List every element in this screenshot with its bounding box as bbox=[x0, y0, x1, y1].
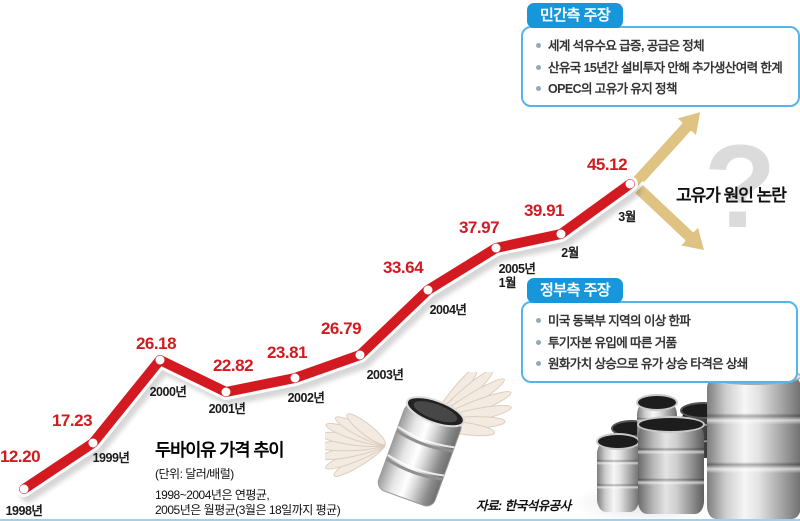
data-point-marker bbox=[290, 373, 300, 383]
unit-label: (단위: 달러/배럴) bbox=[155, 467, 234, 481]
claim-text: OPEC의 고유가 유지 정책 bbox=[548, 82, 677, 96]
oil-barrel bbox=[637, 416, 705, 514]
data-point-marker bbox=[355, 350, 365, 360]
year-label: 1999년 bbox=[92, 451, 130, 465]
value-label: 26.18 bbox=[135, 334, 177, 353]
price-line-layer bbox=[16, 176, 642, 503]
data-point-marker bbox=[491, 243, 501, 253]
year-label: 2000년 bbox=[149, 385, 187, 399]
source-label: 자료: 한국석유공사 bbox=[476, 499, 571, 513]
private-claims-box: 세계 석유수요 급증, 공급은 정체 산유국 15년간 설비투자 안해 추가생산… bbox=[521, 26, 800, 107]
diverging-arrows bbox=[626, 108, 708, 254]
oil-barrel bbox=[706, 368, 800, 519]
government-claims-box: 미국 동북부 지역의 이상 한파 투기자본 유입에 따른 거품 원화가치 상승으… bbox=[521, 301, 798, 383]
government-claims-tab: 정부측 주장 bbox=[527, 278, 624, 303]
footnote-line: 2005년은 월평균(3월은 18일까지 평균) bbox=[155, 503, 341, 517]
private-claims-list: 세계 석유수요 급증, 공급은 정체 산유국 15년간 설비투자 안해 추가생산… bbox=[523, 28, 798, 101]
claim-item: 투기자본 유입에 따른 거품 bbox=[536, 333, 788, 355]
bullet-icon bbox=[536, 64, 541, 70]
value-label: 23.81 bbox=[266, 343, 308, 362]
data-point-marker bbox=[88, 438, 98, 448]
bullet-icon bbox=[536, 318, 541, 323]
arrow-down-icon bbox=[631, 181, 708, 254]
footnote: 1998~2004년은 연평균, 2005년은 월평균(3월은 18일까지 평균… bbox=[155, 488, 341, 518]
data-point-marker bbox=[556, 229, 566, 239]
value-label: 39.91 bbox=[523, 201, 565, 220]
bullet-icon bbox=[536, 361, 541, 366]
value-label: 22.82 bbox=[212, 356, 254, 375]
year-label: 2005년 1월 bbox=[498, 262, 536, 290]
claim-item: 미국 동북부 지역의 이상 한파 bbox=[536, 311, 788, 333]
claim-text: 투기자본 유입에 따른 거품 bbox=[548, 335, 677, 350]
year-label: 2004년 bbox=[429, 303, 467, 317]
price-line bbox=[19, 179, 635, 494]
left-wing bbox=[325, 413, 386, 477]
value-label: 45.12 bbox=[586, 155, 628, 174]
value-label: 12.20 bbox=[0, 447, 41, 466]
data-point-marker bbox=[423, 285, 433, 295]
data-point-marker bbox=[221, 387, 231, 397]
claim-item: 원화가치 상승으로 유가 상승 타격은 상쇄 bbox=[536, 354, 788, 376]
year-label: 2월 bbox=[561, 246, 579, 260]
chart-title: 두바이유 가격 추이 bbox=[155, 440, 285, 460]
claim-item: 세계 석유수요 급증, 공급은 정체 bbox=[536, 36, 790, 58]
question-mark: ? bbox=[703, 121, 777, 253]
bullet-icon bbox=[536, 43, 541, 48]
value-label: 26.79 bbox=[320, 319, 362, 338]
arrow-up-icon bbox=[626, 108, 704, 193]
value-label: 37.97 bbox=[458, 218, 500, 237]
private-claims-tab: 민간측 주장 bbox=[527, 3, 624, 28]
claim-text: 산유국 15년간 설비투자 안해 추가생산여력 한계 bbox=[548, 60, 783, 75]
bullet-icon bbox=[536, 339, 541, 345]
bottom-border-line bbox=[0, 519, 800, 521]
bullet-icon bbox=[536, 86, 541, 91]
data-point-marker bbox=[19, 484, 29, 494]
year-label: 2003년 bbox=[366, 368, 404, 382]
claim-text: 세계 석유수요 급증, 공급은 정체 bbox=[548, 39, 705, 53]
data-point-marker bbox=[625, 179, 635, 189]
year-label: 2002년 bbox=[287, 391, 325, 405]
claim-item: 산유국 15년간 설비투자 안해 추가생산여력 한계 bbox=[536, 58, 790, 80]
claim-item: OPEC의 고유가 유지 정책 bbox=[536, 79, 790, 101]
government-claims-list: 미국 동북부 지역의 이상 한파 투기자본 유입에 따른 거품 원화가치 상승으… bbox=[523, 303, 796, 376]
claim-text: 미국 동북부 지역의 이상 한파 bbox=[548, 314, 691, 328]
oil-barrel bbox=[596, 433, 640, 512]
footnote-line: 1998~2004년은 연평균, bbox=[155, 488, 270, 502]
year-label: 1998년 bbox=[5, 504, 43, 518]
title-block: 두바이유 가격 추이 (단위: 달러/배럴) 1998~2004년은 연평균, … bbox=[155, 437, 341, 518]
data-point-marker bbox=[155, 355, 165, 365]
controversy-label: 고유가 원인 논란 bbox=[676, 186, 787, 205]
flying-barrel bbox=[377, 396, 465, 507]
winged-oil-barrel-illustration bbox=[325, 372, 512, 507]
year-label: 2001년 bbox=[208, 402, 246, 416]
value-label: 33.64 bbox=[382, 258, 424, 277]
value-label: 17.23 bbox=[51, 411, 93, 430]
year-label: 3월 bbox=[618, 210, 636, 224]
claim-text: 원화가치 상승으로 유가 상승 타격은 상쇄 bbox=[548, 357, 748, 371]
